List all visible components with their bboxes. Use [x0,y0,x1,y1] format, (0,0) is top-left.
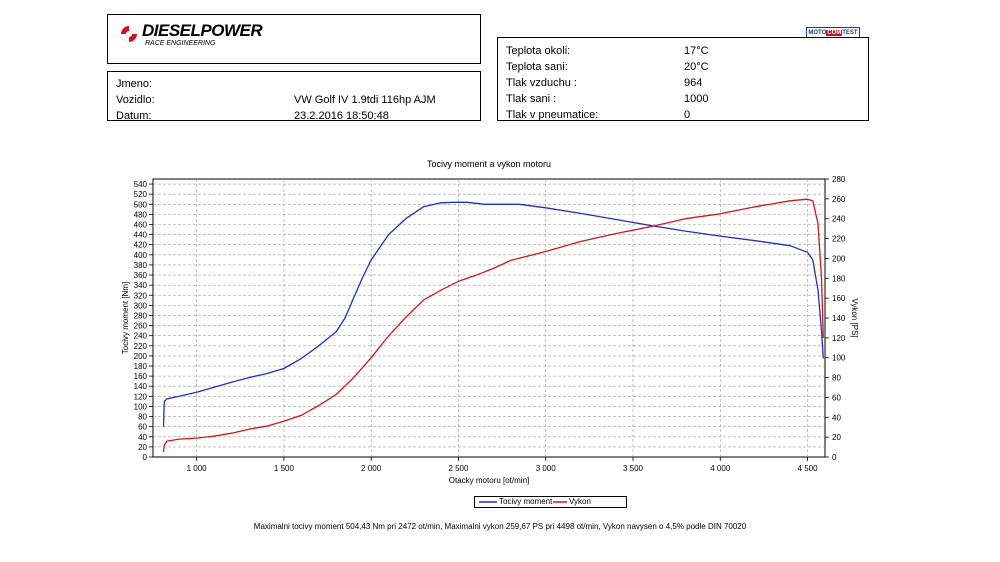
y-left-tick-label: 520 [134,190,148,199]
y-left-tick-label: 320 [134,291,148,300]
x-tick-label: 4 000 [710,464,731,473]
x-axis-label: Otacky motoru [ot/min] [449,476,529,485]
turbo-logo-icon [121,26,137,42]
y-left-tick-label: 380 [134,261,148,270]
x-tick-label: 4 500 [798,464,819,473]
plot-frame [152,178,826,458]
y-right-tick-label: 0 [832,453,837,462]
torque-line [162,201,824,427]
cond-value: 1000 [684,93,709,105]
badge-middle: COM [826,30,843,36]
y-right-tick-label: 220 [832,235,846,244]
y-right-tick-label: 260 [832,195,846,204]
y-right-axis-label: Vykon [PS] [850,298,859,337]
x-tick-label: 3 000 [536,464,557,473]
y-left-tick-label: 260 [134,322,148,331]
y-left-tick-label: 500 [134,200,148,209]
badge-right: TEST [842,30,858,36]
y-left-tick-label: 140 [134,382,148,391]
y-right-tick-label: 80 [832,374,841,383]
y-left-tick-label: 280 [134,311,148,320]
y-left-tick-label: 80 [138,413,147,422]
y-right-tick-label: 240 [832,215,846,224]
legend-torque-label: Tocivy moment [499,497,553,506]
y-right-tick-label: 280 [832,175,846,184]
brand-name: DIESELPOWER [142,21,263,40]
y-left-tick-label: 340 [134,281,148,290]
cond-label: Tlak sani : [506,93,557,105]
y-left-tick-label: 220 [134,342,148,351]
info-label: Datum: [116,110,152,122]
x-tick-label: 1 000 [187,464,208,473]
conditions-box: Teplota okoli: 17°C Teplota sani: 20°C T… [497,37,869,121]
y-left-tick-label: 360 [134,271,148,280]
info-label: Jmeno: [116,78,153,90]
y-left-tick-label: 120 [134,392,148,401]
y-left-tick-label: 480 [134,210,148,219]
y-left-tick-label: 0 [143,453,148,462]
y-right-tick-label: 200 [832,254,846,263]
cond-value: 964 [684,77,703,89]
cond-value: 17°C [684,45,709,57]
legend: Tocivy moment Vykon [474,496,627,508]
y-left-tick-label: 100 [134,402,148,411]
info-label: Vozidlo: [116,94,155,106]
footer-summary: Maximalni tocivy moment 504,43 Nm pri 24… [253,522,747,531]
y-right-tick-label: 180 [832,274,846,283]
y-left-tick-label: 20 [138,443,147,452]
y-right-tick-label: 100 [832,354,846,363]
y-left-tick-label: 420 [134,241,148,250]
y-right-tick-label: 120 [832,334,846,343]
badge-left: MOTO [808,30,827,36]
info-value: VW Golf IV 1.9tdi 116hp AJM [294,94,436,106]
logo-box: DIESELPOWER RACE ENGINEERING [107,14,481,64]
y-left-tick-label: 540 [134,180,148,189]
y-left-tick-label: 300 [134,301,148,310]
y-left-tick-label: 440 [134,231,148,240]
cond-value: 0 [684,109,691,121]
y-right-tick-label: 140 [832,314,846,323]
cond-label: Tlak v pneumatice: [506,109,599,121]
y-left-tick-label: 460 [134,220,148,229]
x-tick-label: 1 500 [274,464,295,473]
x-tick-label: 3 500 [623,464,644,473]
cond-label: Teplota sani: [506,61,568,73]
x-tick-label: 2 500 [448,464,469,473]
y-right-tick-label: 60 [832,393,841,402]
cond-label: Teplota okoli: [506,45,571,57]
vehicle-info-box: Jmeno: Vozidlo: VW Golf IV 1.9tdi 116hp … [107,71,481,122]
y-right-tick-label: 20 [832,433,841,442]
dyno-chart: Tocivy moment a vykon motoru020406080100… [121,159,859,485]
y-left-tick-label: 160 [134,372,148,381]
chart-title: Tocivy moment a vykon motoru [427,159,551,169]
brand-subtitle: RACE ENGINEERING [145,40,216,47]
y-left-tick-label: 60 [138,423,147,432]
y-left-tick-label: 240 [134,332,148,341]
y-left-axis-label: Tocivy moment [Nm] [121,282,130,354]
y-right-tick-label: 40 [832,413,841,422]
info-value: 23.2.2016 18:50:48 [294,110,389,122]
power-line [162,198,824,453]
y-left-tick-label: 40 [138,433,147,442]
legend-power-label: Vykon [569,497,591,506]
y-left-tick-label: 200 [134,352,148,361]
y-left-tick-label: 180 [134,362,148,371]
x-tick-label: 2 000 [361,464,382,473]
cond-label: Tlak vzduchu : [506,77,577,89]
y-right-tick-label: 160 [832,294,846,303]
y-left-tick-label: 400 [134,251,148,260]
cond-value: 20°C [684,61,709,73]
